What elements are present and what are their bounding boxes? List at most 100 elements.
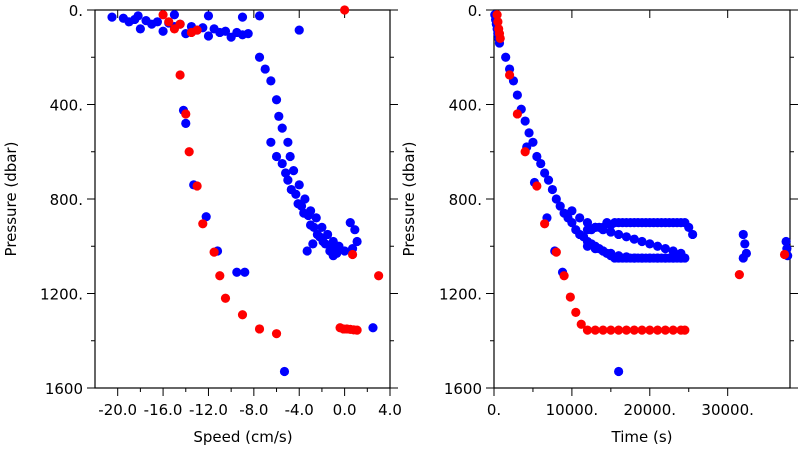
blue-data-point	[254, 11, 265, 21]
red-data-point	[492, 10, 502, 20]
red-data-point	[621, 325, 632, 335]
blue-data-point	[294, 25, 304, 35]
blue-data-point	[350, 225, 360, 235]
blue-data-point	[286, 184, 296, 195]
red-data-point	[347, 249, 358, 260]
red-data-point	[352, 325, 362, 335]
y-ticks: 0. 400. 800. 1200. 1600	[439, 2, 798, 398]
blue-data-point	[532, 151, 542, 162]
blue-data-point	[567, 206, 577, 216]
blue-data-point	[318, 236, 328, 247]
blue-data-point	[215, 27, 225, 38]
red-data-point	[680, 325, 690, 335]
blue-data-point	[536, 158, 546, 169]
red-data-point	[215, 271, 225, 281]
data-points	[107, 5, 384, 377]
red-data-point	[175, 70, 185, 80]
red-data-point	[493, 17, 503, 27]
blue-data-point	[551, 194, 561, 204]
blue-data-point	[652, 241, 663, 251]
blue-data-point	[237, 12, 248, 22]
x-tick-label: -12.0	[189, 401, 228, 419]
y-tick-label: 0.	[468, 2, 482, 20]
blue-data-point	[107, 12, 117, 22]
y-tick-label: 1200.	[40, 286, 83, 304]
blue-data-point	[277, 158, 287, 169]
blue-data-point	[567, 218, 577, 228]
blue-data-point	[555, 201, 565, 211]
red-data-point	[734, 270, 744, 280]
blue-data-point	[240, 267, 250, 277]
blue-data-point	[660, 253, 670, 263]
red-data-point	[645, 325, 655, 335]
red-data-point	[614, 325, 624, 335]
red-data-point	[192, 25, 202, 35]
blue-data-point	[781, 236, 791, 247]
red-data-point	[209, 247, 219, 257]
red-data-point	[198, 219, 208, 229]
red-data-point	[582, 325, 593, 335]
speed-pressure-panel: -20.0 -16.0 -12.0 -8.0 -4.0 0.0 4.0 0. 400. 800.…	[2, 2, 402, 446]
blue-data-point	[266, 137, 276, 147]
red-data-point	[271, 329, 282, 339]
y-ticks: 0. 400. 800. 1200. 1600	[40, 2, 398, 398]
blue-data-point	[274, 111, 284, 121]
red-data-point	[340, 5, 350, 15]
blue-data-point	[575, 213, 585, 223]
blue-data-point	[124, 17, 134, 27]
x-tick-label: 20000.	[624, 401, 677, 419]
blue-data-point	[688, 229, 698, 240]
blue-data-point	[299, 208, 309, 218]
blue-data-point	[668, 246, 678, 256]
red-data-point	[374, 271, 384, 281]
red-data-point	[660, 325, 670, 335]
blue-data-point	[232, 267, 242, 277]
red-data-point	[559, 271, 569, 281]
x-tick-label: 30000.	[701, 401, 754, 419]
blue-data-point	[308, 239, 318, 249]
blue-data-point	[606, 248, 616, 258]
y-tick-label: 800.	[50, 191, 83, 209]
blue-data-point	[637, 253, 647, 263]
x-tick-label: -16.0	[144, 401, 183, 419]
red-data-point	[532, 181, 542, 191]
red-data-point	[598, 325, 608, 335]
blue-data-point	[158, 26, 168, 36]
time-pressure-panel: 0. 10000. 20000. 30000. 0. 400. 800. 1200. 1600…	[400, 2, 798, 446]
red-data-point	[495, 33, 505, 43]
blue-data-point	[279, 366, 290, 377]
red-data-point	[590, 325, 600, 335]
x-ticks: -20.0 -16.0 -12.0 -8.0 -4.0 0.0 4.0	[98, 10, 402, 419]
red-data-point	[512, 109, 522, 119]
blue-data-point	[520, 116, 530, 126]
blue-data-point	[614, 251, 624, 261]
blue-data-point	[582, 218, 593, 228]
blue-data-point	[660, 244, 670, 254]
x-tick-label: -8.0	[239, 401, 268, 419]
blue-data-point	[738, 253, 748, 263]
blue-data-point	[328, 251, 338, 261]
blue-data-point	[260, 64, 270, 74]
blue-data-point	[201, 212, 211, 222]
blue-data-point	[203, 31, 214, 41]
blue-data-point	[133, 11, 143, 21]
y-tick-label: 1600	[444, 380, 482, 398]
blue-data-point	[629, 253, 639, 263]
blue-data-point	[283, 175, 293, 185]
blue-data-point	[285, 151, 295, 162]
blue-data-point	[293, 199, 303, 209]
y-tick-label: 800.	[449, 191, 482, 209]
blue-data-point	[652, 253, 663, 263]
blue-data-point	[203, 11, 214, 21]
blue-data-point	[305, 220, 316, 230]
x-tick-label: 4.0	[378, 401, 402, 419]
x-tick-label: -20.0	[98, 401, 137, 419]
red-data-point	[220, 293, 231, 303]
blue-data-point	[340, 246, 350, 256]
blue-data-point	[237, 30, 248, 40]
blue-data-point	[147, 19, 157, 29]
x-tick-label: 10000.	[546, 401, 599, 419]
red-data-point	[192, 181, 202, 191]
blue-data-point	[352, 236, 362, 247]
